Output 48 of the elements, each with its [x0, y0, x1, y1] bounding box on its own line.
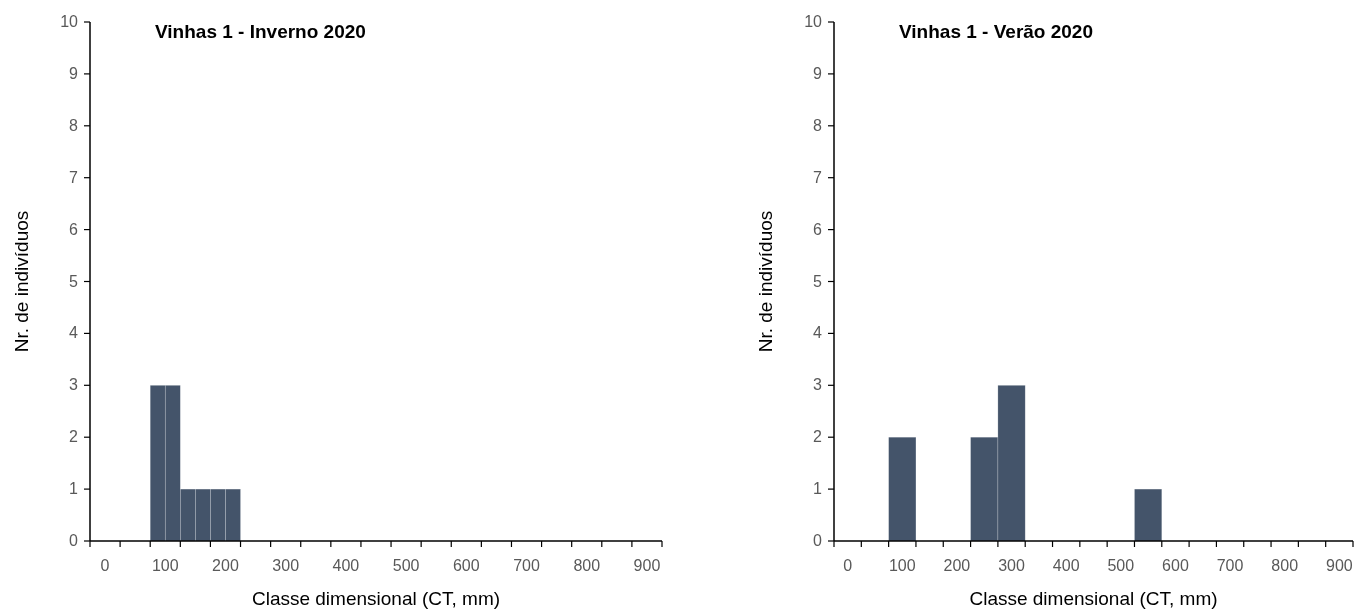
y-tick-label: 6 — [813, 220, 823, 238]
x-tick-label: 200 — [212, 557, 239, 574]
x-tick-label: 900 — [1325, 557, 1353, 574]
y-tick-label: 2 — [813, 428, 823, 446]
x-tick-label: 300 — [998, 557, 1025, 574]
y-tick-label: 0 — [69, 532, 79, 549]
x-tick-label: 0 — [100, 557, 110, 574]
x-axis-title: Classe dimensional (CT, mm) — [251, 588, 501, 609]
x-axis-title: Classe dimensional (CT, mm) — [969, 588, 1218, 609]
x-tick-label: 700 — [513, 557, 540, 574]
y-axis-title: Nr. de indivíduos — [755, 210, 776, 353]
y-tick-label: 5 — [69, 272, 79, 290]
y-tick-label: 4 — [813, 324, 823, 342]
y-tick-label: 1 — [813, 480, 823, 498]
y-tick-label: 2 — [69, 428, 79, 446]
y-tick-label: 3 — [69, 376, 79, 394]
y-tick-label: 4 — [69, 324, 79, 342]
chart-title: Vinhas 1 - Verão 2020 — [899, 21, 1093, 42]
y-tick-label: 7 — [813, 168, 823, 186]
x-tick-label: 600 — [1162, 557, 1189, 574]
x-tick-label: 600 — [452, 557, 480, 574]
x-tick-label: 500 — [1107, 557, 1135, 574]
y-tick-label: 10 — [60, 13, 79, 30]
y-tick-label: 5 — [813, 272, 823, 290]
x-tick-label: 0 — [843, 557, 853, 574]
y-tick-label: 6 — [69, 220, 79, 238]
y-tick-label: 9 — [69, 64, 79, 82]
y-tick-label: 1 — [69, 480, 79, 498]
y-tick-label: 8 — [69, 116, 79, 134]
y-tick-label: 7 — [69, 168, 79, 186]
y-axis-title: Nr. de indivíduos — [11, 210, 32, 353]
x-tick-label: 100 — [151, 557, 179, 574]
x-tick-label: 100 — [888, 557, 916, 574]
y-tick-label: 0 — [813, 532, 823, 549]
x-tick-label: 300 — [272, 557, 300, 574]
y-tick-label: 8 — [813, 116, 823, 134]
x-tick-label: 800 — [573, 557, 601, 574]
y-tick-label: 10 — [804, 13, 823, 30]
x-tick-label: 400 — [1052, 557, 1080, 574]
x-tick-label: 700 — [1216, 557, 1244, 574]
y-tick-label: 3 — [813, 376, 823, 394]
x-tick-label: 200 — [943, 557, 971, 574]
chart-title: Vinhas 1 - Inverno 2020 — [155, 21, 366, 42]
x-tick-label: 500 — [392, 557, 420, 574]
x-tick-label: 800 — [1271, 557, 1299, 574]
x-tick-label: 900 — [633, 557, 661, 574]
x-tick-label: 400 — [332, 557, 360, 574]
y-tick-label: 9 — [813, 64, 823, 82]
